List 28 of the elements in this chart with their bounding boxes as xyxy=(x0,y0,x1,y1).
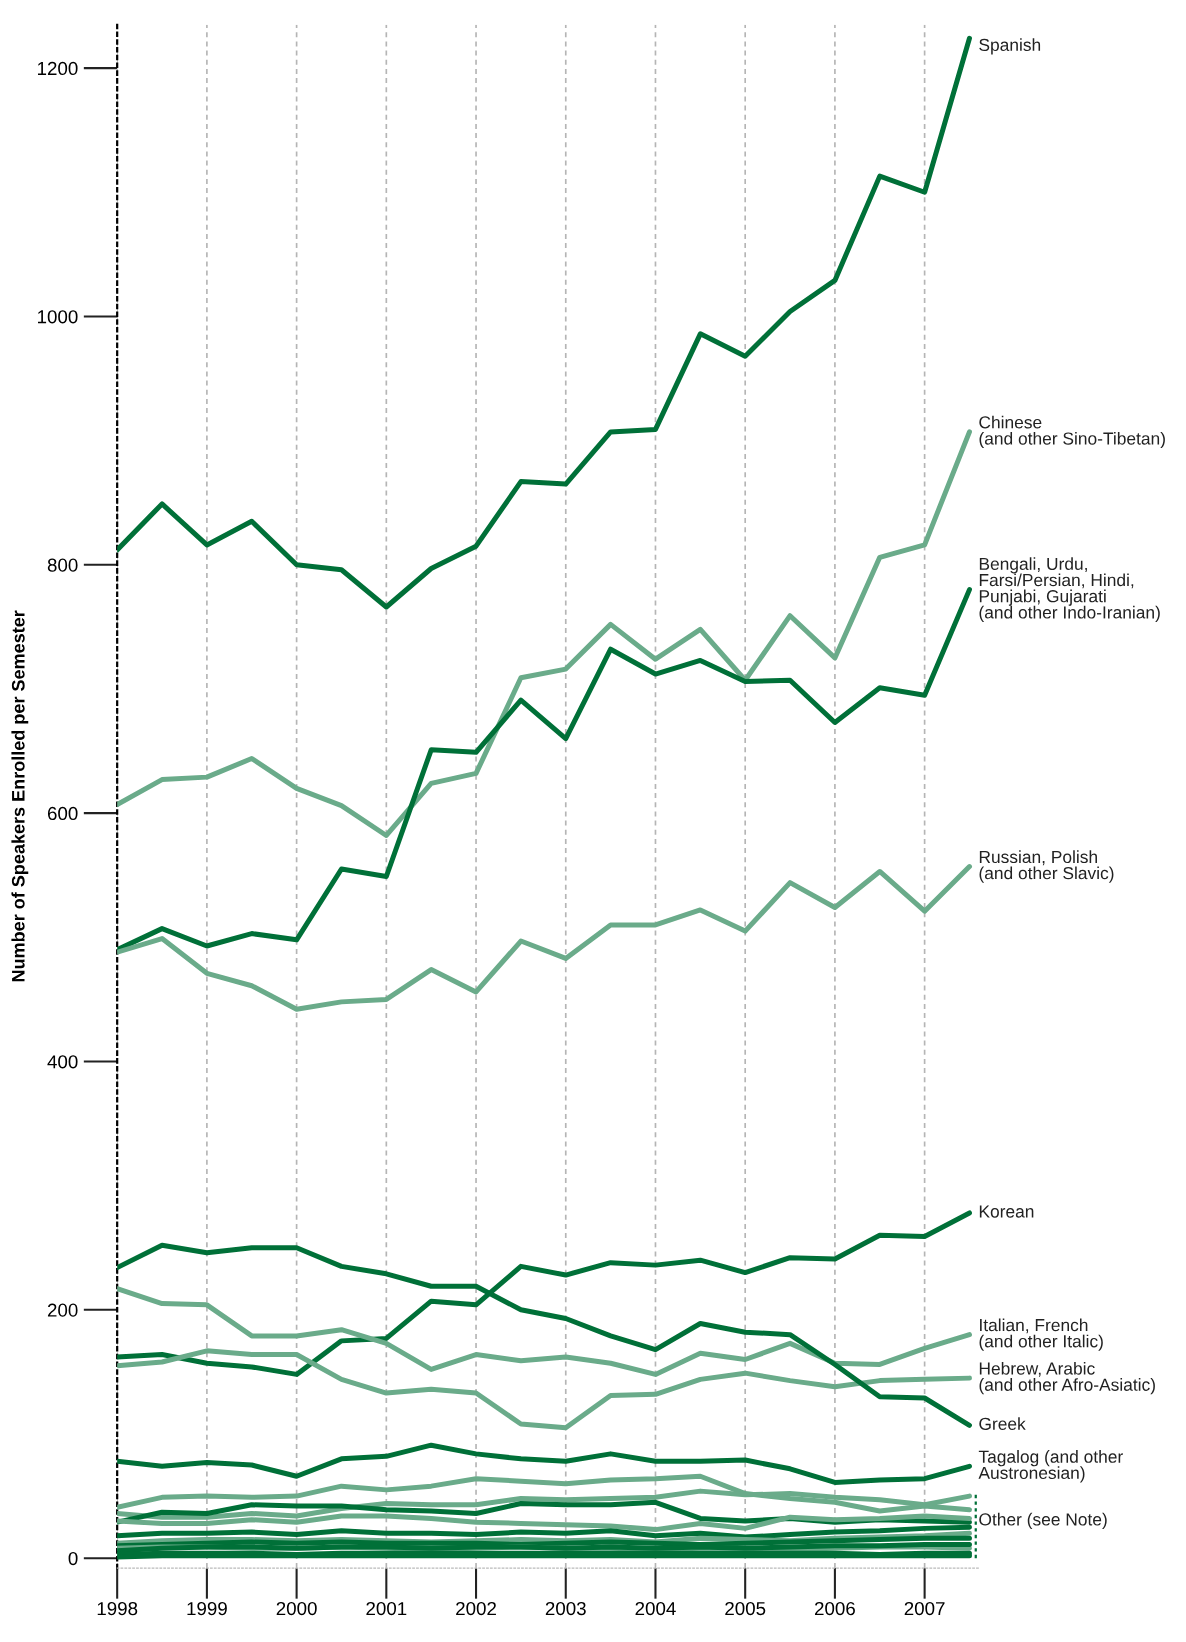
y-tick-label: 600 xyxy=(47,806,78,821)
y-tick-label: 0 xyxy=(68,1551,78,1566)
x-tick-label: 1999 xyxy=(187,1601,227,1616)
series-label: Italian, French (and other Italic) xyxy=(979,1318,1103,1351)
series-label: Russian, Polish (and other Slavic) xyxy=(979,850,1114,883)
y-tick-label: 1200 xyxy=(38,61,78,76)
series-label: Korean xyxy=(979,1205,1034,1218)
y-axis-title: Number of Speakers Enrolled per Semester xyxy=(11,610,29,982)
y-tick-label: 400 xyxy=(47,1055,78,1069)
x-tick-label: 2005 xyxy=(725,1601,766,1616)
x-tick-label: 2007 xyxy=(904,1601,945,1616)
x-tick-label: 2004 xyxy=(635,1601,676,1616)
x-tick-label: 2000 xyxy=(276,1601,317,1616)
series-label: Greek xyxy=(979,1417,1026,1430)
series-label: Tagalog (and other Austronesian) xyxy=(978,1450,1123,1483)
series-label: Chinese (and other Sino-Tibetan) xyxy=(979,415,1165,449)
x-tick-label: 2003 xyxy=(545,1601,586,1616)
series-label: Spanish xyxy=(979,38,1041,55)
x-tick-label: 2001 xyxy=(366,1601,407,1616)
annotation: Other (see Note) xyxy=(979,1512,1107,1530)
x-tick-label: 2002 xyxy=(456,1601,496,1616)
y-tick-label: 200 xyxy=(47,1303,78,1317)
y-tick-label: 800 xyxy=(47,558,78,572)
series-label: Hebrew, Arabic (and other Afro-Asiatic) xyxy=(979,1361,1155,1395)
series-label: Bengali, Urdu, Farsi/Persian, Hindi, Punjabi, Gujarati (and other Indo-Iranian) xyxy=(979,557,1160,622)
x-tick-label: 2006 xyxy=(814,1601,855,1616)
y-tick-label: 1000 xyxy=(38,310,78,324)
x-tick-label: 1998 xyxy=(97,1601,138,1616)
